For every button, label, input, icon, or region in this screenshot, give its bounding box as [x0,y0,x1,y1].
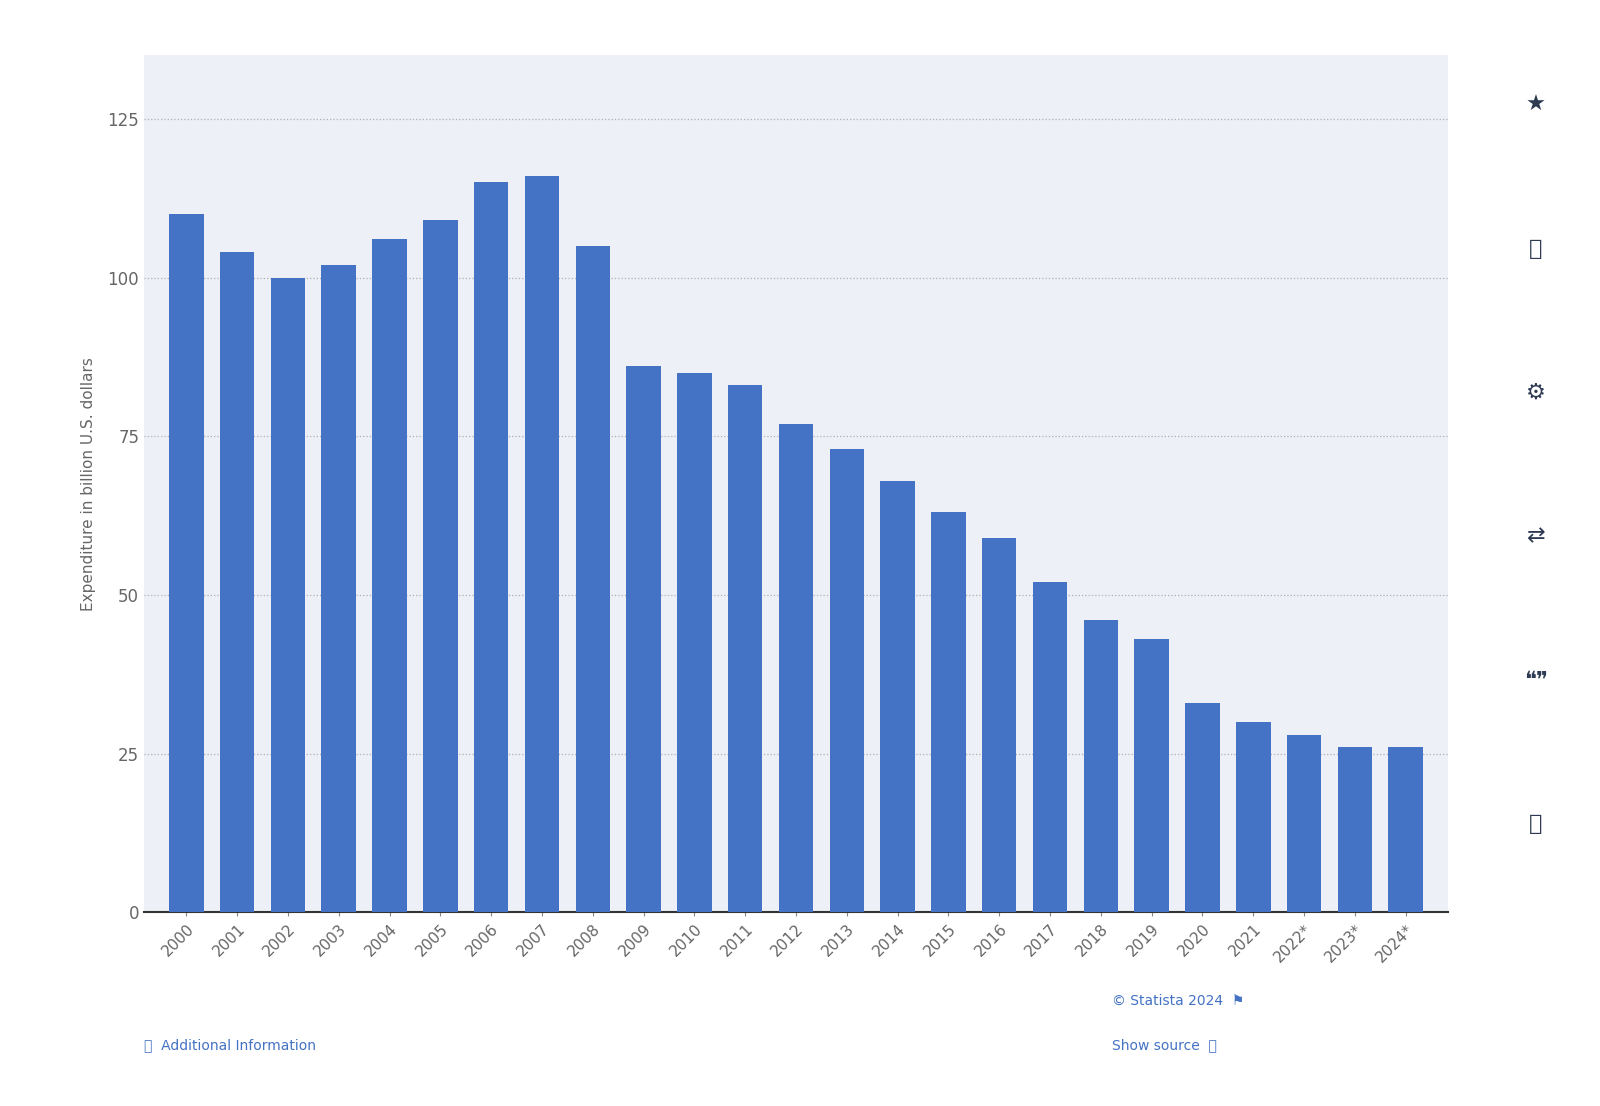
Bar [1338,748,1373,912]
FancyBboxPatch shape [1488,174,1584,323]
Text: ❝❞: ❝❞ [1523,670,1549,690]
Bar [1083,620,1118,912]
Bar [829,449,864,912]
Text: © Statista 2024  ⚑: © Statista 2024 ⚑ [1112,994,1245,1008]
Bar [270,278,306,912]
Bar [1186,703,1219,912]
Bar [474,182,509,912]
Text: 🔔: 🔔 [1530,239,1542,259]
FancyBboxPatch shape [1488,462,1584,611]
Text: Show source  ⓘ: Show source ⓘ [1112,1039,1218,1052]
FancyBboxPatch shape [1488,606,1584,754]
Bar [219,252,254,912]
Bar [1032,582,1067,912]
Bar [322,264,357,912]
Bar [880,481,915,912]
Text: ⇄: ⇄ [1526,526,1546,546]
Bar [1286,734,1322,912]
FancyBboxPatch shape [1488,30,1584,180]
Bar [779,424,813,912]
Bar [170,215,203,912]
Bar [982,538,1016,912]
Bar [1389,748,1422,912]
Bar [422,220,458,912]
Text: ★: ★ [1526,95,1546,115]
Y-axis label: Expenditure in billion U.S. dollars: Expenditure in billion U.S. dollars [82,357,96,611]
Bar [525,176,560,912]
Text: ⚙: ⚙ [1526,383,1546,403]
Bar [373,239,406,912]
FancyBboxPatch shape [1488,750,1584,898]
Bar [728,386,763,912]
Bar [576,246,610,912]
Bar [677,373,712,912]
Text: ⓘ  Additional Information: ⓘ Additional Information [144,1039,317,1052]
Bar [1235,722,1270,912]
Text: 🖨: 🖨 [1530,814,1542,834]
Bar [1134,639,1170,912]
FancyBboxPatch shape [1488,319,1584,467]
Bar [931,512,966,912]
Bar [626,366,661,912]
